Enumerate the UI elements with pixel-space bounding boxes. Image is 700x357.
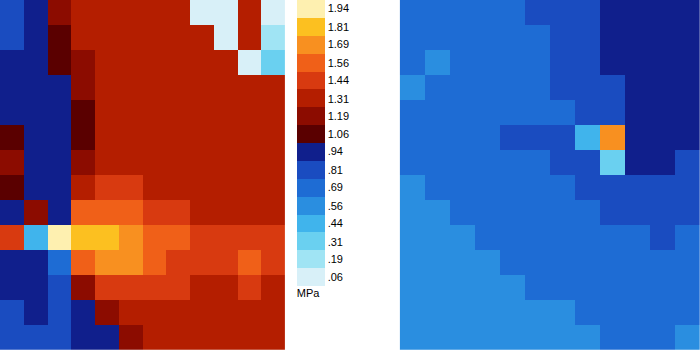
svg-text:1.31: 1.31	[328, 93, 349, 105]
svg-text:1.69: 1.69	[328, 38, 349, 50]
svg-text:.81: .81	[328, 164, 343, 176]
svg-text:.44: .44	[328, 217, 343, 229]
svg-text:1.19: 1.19	[328, 110, 349, 122]
svg-text:.69: .69	[328, 181, 343, 193]
svg-text:.56: .56	[328, 200, 343, 212]
svg-text:.19: .19	[328, 253, 343, 265]
svg-text:.31: .31	[328, 236, 343, 248]
svg-text:.06: .06	[328, 271, 343, 283]
svg-text:1.81: 1.81	[328, 21, 349, 33]
svg-text:MPa: MPa	[297, 287, 321, 299]
svg-text:1.56: 1.56	[328, 57, 349, 69]
svg-text:1.94: 1.94	[328, 2, 349, 14]
svg-text:1.06: 1.06	[328, 128, 349, 140]
svg-text:.94: .94	[328, 145, 343, 157]
svg-text:1.44: 1.44	[328, 74, 349, 86]
